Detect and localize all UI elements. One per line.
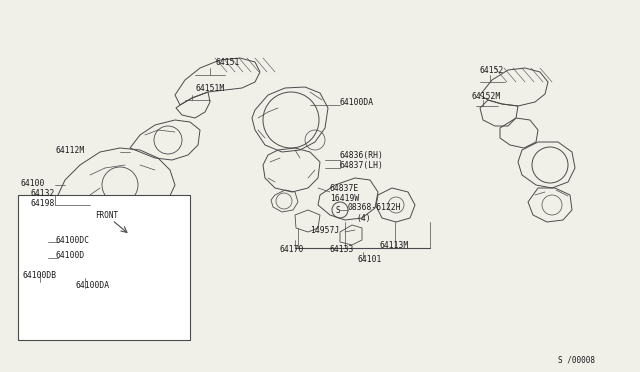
- Text: S: S: [336, 205, 340, 215]
- Text: 64100: 64100: [20, 179, 44, 187]
- Text: 64132: 64132: [30, 189, 54, 198]
- Text: 08368-6122H: 08368-6122H: [348, 202, 402, 212]
- Text: 64100DC: 64100DC: [55, 235, 89, 244]
- Text: 64113M: 64113M: [380, 241, 409, 250]
- Text: 64837E: 64837E: [330, 183, 359, 192]
- Text: 14957J: 14957J: [310, 225, 339, 234]
- Text: 64152: 64152: [480, 65, 504, 74]
- Text: FRONT: FRONT: [95, 211, 118, 219]
- Text: 64112M: 64112M: [55, 145, 84, 154]
- Text: 64836(RH): 64836(RH): [340, 151, 384, 160]
- Text: 64170: 64170: [280, 246, 305, 254]
- Text: S /00008: S /00008: [558, 356, 595, 365]
- Text: 64151: 64151: [215, 58, 239, 67]
- Text: 64100DB: 64100DB: [22, 270, 56, 279]
- Text: 64151M: 64151M: [195, 83, 224, 93]
- Text: 16419W: 16419W: [330, 193, 359, 202]
- Text: 64133: 64133: [330, 246, 355, 254]
- Text: 64100DA: 64100DA: [340, 97, 374, 106]
- Text: 64101: 64101: [358, 256, 382, 264]
- Text: 64152M: 64152M: [472, 92, 501, 100]
- Text: 64100DA: 64100DA: [75, 280, 109, 289]
- Bar: [18, 195, 190, 340]
- Text: 64837(LH): 64837(LH): [340, 160, 384, 170]
- Text: (4): (4): [356, 214, 371, 222]
- Text: 64198: 64198: [30, 199, 54, 208]
- Text: 64100D: 64100D: [55, 251, 84, 260]
